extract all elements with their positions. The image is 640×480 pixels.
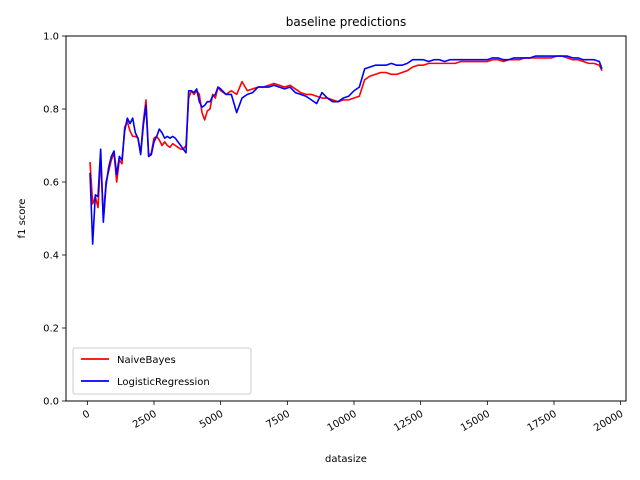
series-layer [89, 55, 603, 245]
y-tick-label: 1.0 [43, 32, 59, 43]
y-tick-label: 0.0 [43, 397, 59, 408]
y-tick-label: 0.2 [43, 324, 59, 335]
y-axis: 0.0 0.2 0.4 0.6 0.8 1.0 [43, 32, 66, 408]
plot-frame [65, 35, 627, 402]
legend-box [72, 347, 252, 395]
legend-label-naivebayes: NaiveBayes [117, 355, 176, 366]
x-tick-label: 0 [81, 409, 92, 422]
legend: NaiveBayes LogisticRegression [72, 347, 252, 395]
chart-title: baseline predictions [286, 15, 407, 29]
y-tick-label: 0.8 [43, 105, 59, 116]
legend-label-logisticregression: LogisticRegression [117, 377, 210, 388]
series-line-logisticregression [89, 55, 603, 245]
y-axis-label: f1 score [17, 199, 28, 239]
x-axis-label: datasize [325, 454, 367, 465]
y-tick-label: 0.4 [43, 251, 59, 262]
y-tick-label: 0.6 [43, 178, 59, 189]
